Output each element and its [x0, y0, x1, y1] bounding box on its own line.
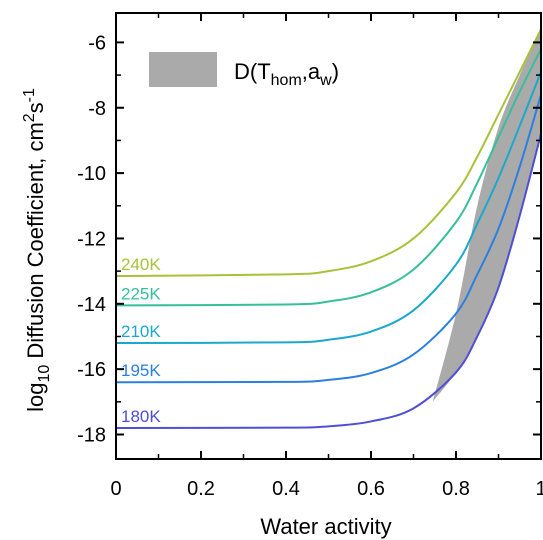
- series-line-180k: [115, 133, 542, 429]
- y-tick-label: -18: [77, 424, 106, 446]
- x-axis-title: Water activity: [260, 514, 391, 539]
- legend: D(Thom,aw): [149, 52, 339, 89]
- legend-swatch: [149, 52, 217, 87]
- y-tick-label: -14: [77, 294, 106, 316]
- y-tick-label: -12: [77, 228, 106, 250]
- legend-label: D(Thom,aw): [234, 59, 339, 89]
- x-tick-label: 1: [535, 478, 543, 500]
- series-line-210k: [115, 71, 542, 345]
- series-label-195k: 195K: [121, 361, 161, 380]
- series-label-225k: 225K: [121, 284, 161, 303]
- series-layer: 240K 225K 210K 195K 180K: [115, 28, 542, 429]
- tick-layer: 0 0.2 0.4 0.6 0.8 1 -18 -16 -14 -12 -10 -8 -6: [77, 13, 543, 500]
- series-label-210k: 210K: [121, 322, 161, 341]
- x-tick-label: 0.8: [442, 478, 470, 500]
- plot-frame: [115, 12, 542, 460]
- temperature-band-area: [432, 29, 541, 402]
- y-tick-label: -6: [88, 32, 106, 54]
- series-label-240k: 240K: [121, 255, 161, 274]
- series-line-240k: [115, 28, 542, 278]
- x-tick-label: 0.6: [357, 478, 385, 500]
- y-tick-label: -10: [77, 163, 106, 185]
- series-line-225k: [115, 48, 542, 307]
- band-layer: [432, 29, 541, 402]
- y-tick-label: -8: [88, 98, 106, 120]
- y-axis-title: log10 Diffusion Coefficient, cm2s-1: [21, 88, 53, 412]
- series-label-180k: 180K: [121, 407, 161, 426]
- x-tick-label: 0: [110, 478, 121, 500]
- x-tick-label: 0.4: [272, 478, 300, 500]
- y-tick-label: -16: [77, 359, 106, 381]
- series-line-195k: [115, 94, 542, 384]
- x-tick-label: 0.2: [187, 478, 215, 500]
